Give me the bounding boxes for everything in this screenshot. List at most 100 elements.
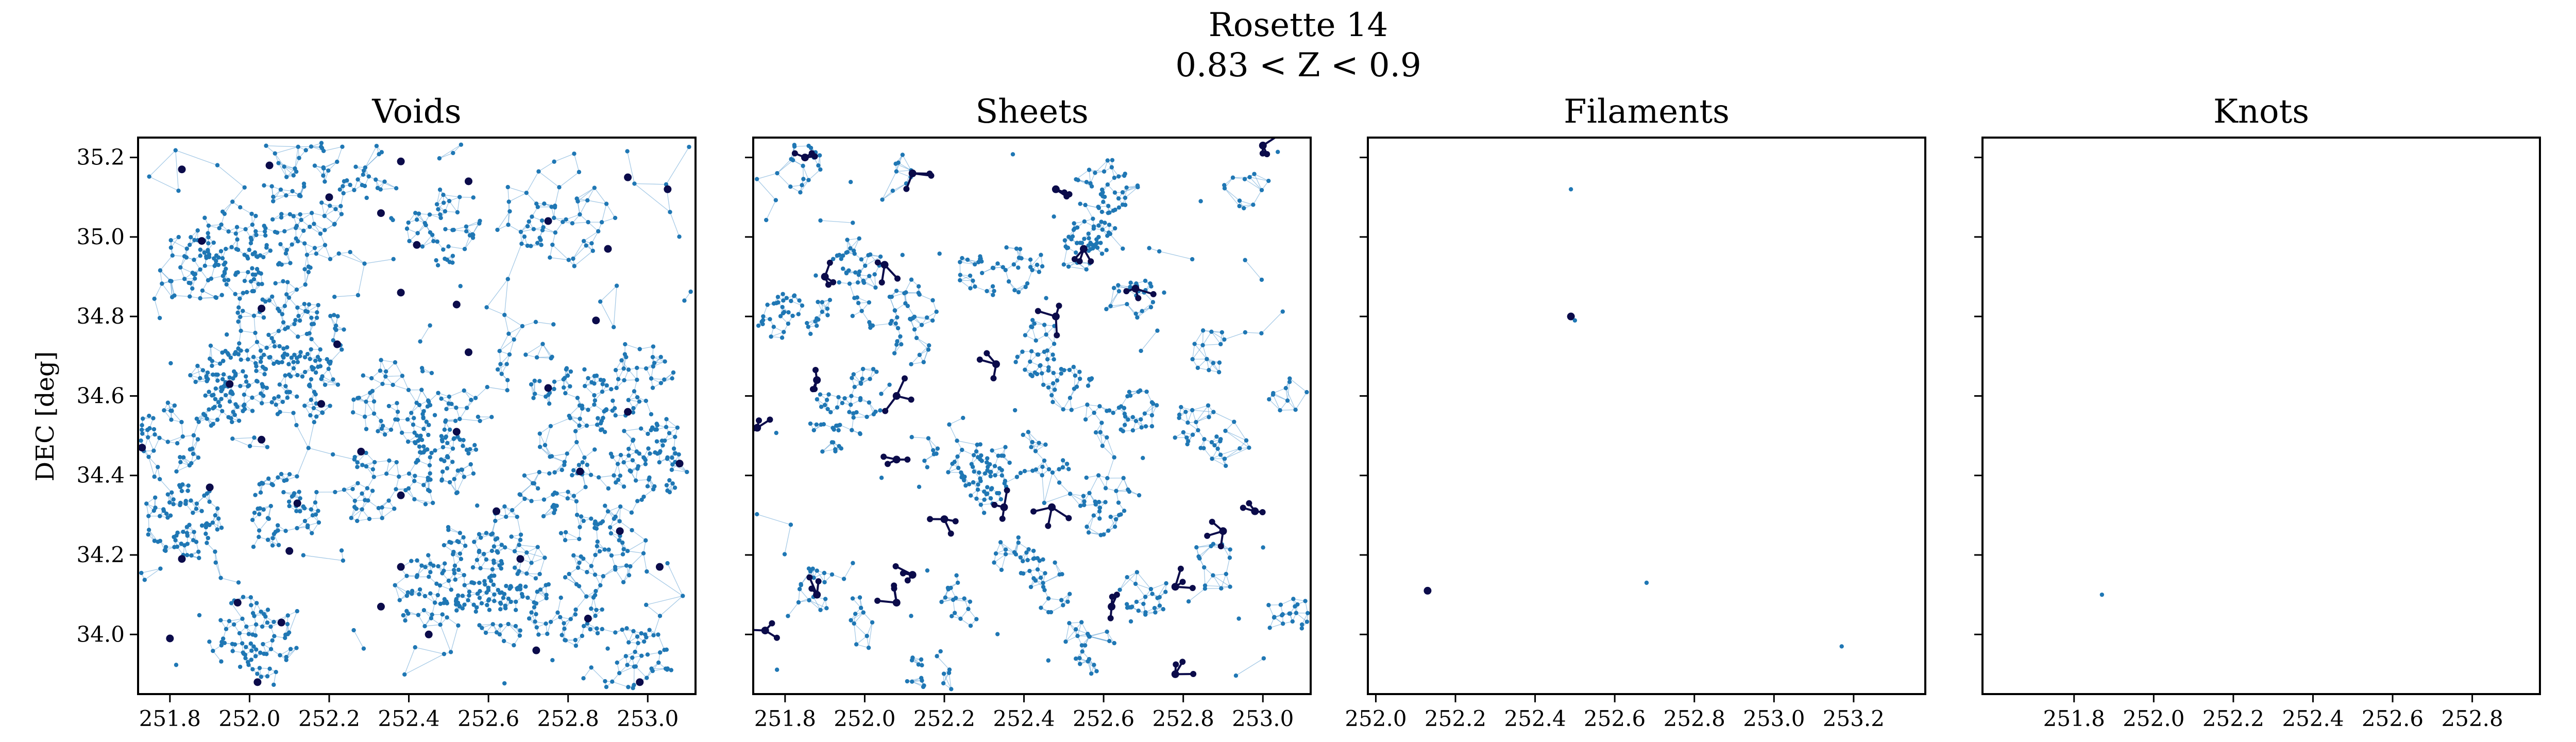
network-edge xyxy=(578,188,595,202)
galaxy-point xyxy=(562,626,567,631)
galaxy-point xyxy=(595,539,600,544)
galaxy-point xyxy=(275,412,280,416)
galaxy-point xyxy=(192,238,197,243)
galaxy-point xyxy=(210,520,215,525)
network-edge xyxy=(382,508,395,518)
galaxy-point xyxy=(236,418,242,423)
galaxy-point xyxy=(139,570,144,576)
galaxy-point xyxy=(412,416,416,420)
galaxy-point xyxy=(452,436,456,441)
galaxy-point xyxy=(300,374,305,379)
galaxy-point xyxy=(287,472,292,477)
galaxy-point xyxy=(269,294,275,299)
galaxy-point xyxy=(502,592,507,597)
galaxy-point xyxy=(486,598,491,603)
galaxy-point xyxy=(478,418,482,424)
galaxy-point xyxy=(555,610,560,615)
galaxy-point xyxy=(405,417,410,422)
galaxy-point xyxy=(427,489,432,494)
galaxy-point xyxy=(251,355,256,359)
galaxy-point xyxy=(427,399,431,404)
galaxy-point xyxy=(216,516,221,521)
network-edge xyxy=(181,422,183,437)
network-edge xyxy=(587,200,607,205)
galaxy-point xyxy=(251,545,256,549)
galaxy-point xyxy=(291,366,296,371)
galaxy-point xyxy=(455,539,460,544)
galaxy-point xyxy=(211,406,215,411)
galaxy-point xyxy=(182,277,187,281)
network-edge xyxy=(603,569,616,577)
galaxy-point xyxy=(308,357,312,361)
network-edge xyxy=(531,557,545,563)
network-edge xyxy=(601,204,607,223)
galaxy-point xyxy=(445,441,450,445)
galaxy-point xyxy=(238,296,242,301)
network-edge xyxy=(321,203,325,216)
galaxy-point xyxy=(518,532,523,537)
galaxy-point xyxy=(611,325,616,330)
galaxy-point xyxy=(594,588,598,594)
galaxy-point xyxy=(416,458,420,463)
galaxy-point xyxy=(272,682,276,687)
galaxy-point xyxy=(207,499,212,504)
galaxy-point xyxy=(565,496,570,501)
galaxy-point xyxy=(285,325,290,330)
galaxy-point xyxy=(238,664,243,669)
galaxy-point xyxy=(630,528,634,533)
galaxy-point xyxy=(394,487,398,492)
galaxy-point xyxy=(488,579,494,583)
galaxy-point xyxy=(345,178,349,183)
galaxy-point xyxy=(641,494,646,499)
network-edge xyxy=(229,618,243,621)
galaxy-point xyxy=(181,529,185,534)
network-edge xyxy=(520,221,530,232)
galaxy-point xyxy=(243,227,248,232)
network-edge xyxy=(323,161,337,169)
galaxy-point xyxy=(314,414,319,419)
galaxy-point xyxy=(588,473,594,477)
galaxy-point xyxy=(233,292,238,296)
galaxy-point xyxy=(253,493,258,497)
galaxy-point xyxy=(239,348,243,353)
galaxy-point xyxy=(630,655,635,660)
galaxy-point xyxy=(615,660,619,665)
galaxy-point xyxy=(645,569,649,574)
galaxy-point xyxy=(595,423,600,427)
galaxy-point xyxy=(428,591,433,596)
galaxy-point xyxy=(636,464,641,469)
galaxy-point xyxy=(646,446,651,451)
galaxy-point xyxy=(212,256,216,261)
galaxy-point xyxy=(442,543,447,548)
galaxy-point xyxy=(495,549,499,554)
galaxy-point xyxy=(375,185,380,191)
galaxy-point xyxy=(621,580,626,584)
galaxy-point xyxy=(313,358,318,363)
galaxy-point xyxy=(589,564,594,568)
network-edge xyxy=(628,550,644,554)
galaxy-point xyxy=(492,561,496,565)
galaxy-point xyxy=(139,427,144,432)
galaxy-point xyxy=(543,443,548,447)
network-edge xyxy=(475,386,488,398)
galaxy-point xyxy=(654,427,659,432)
galaxy-point xyxy=(483,582,487,587)
galaxy-point xyxy=(412,497,417,502)
galaxy-point xyxy=(410,592,414,596)
galaxy-point xyxy=(294,646,299,650)
network-edge xyxy=(159,479,172,493)
galaxy-point xyxy=(517,492,522,497)
network-edge xyxy=(211,265,215,279)
galaxy-point xyxy=(268,248,273,253)
network-edge xyxy=(415,647,445,654)
network-edge xyxy=(514,326,523,340)
network-edge xyxy=(612,681,629,688)
network-edge xyxy=(622,629,629,643)
galaxy-point xyxy=(208,343,213,348)
galaxy-point xyxy=(242,392,247,397)
network-edge xyxy=(148,457,155,477)
galaxy-point xyxy=(237,631,242,636)
galaxy-point xyxy=(243,374,248,379)
galaxy-point xyxy=(588,627,592,632)
network-edge xyxy=(149,150,176,177)
